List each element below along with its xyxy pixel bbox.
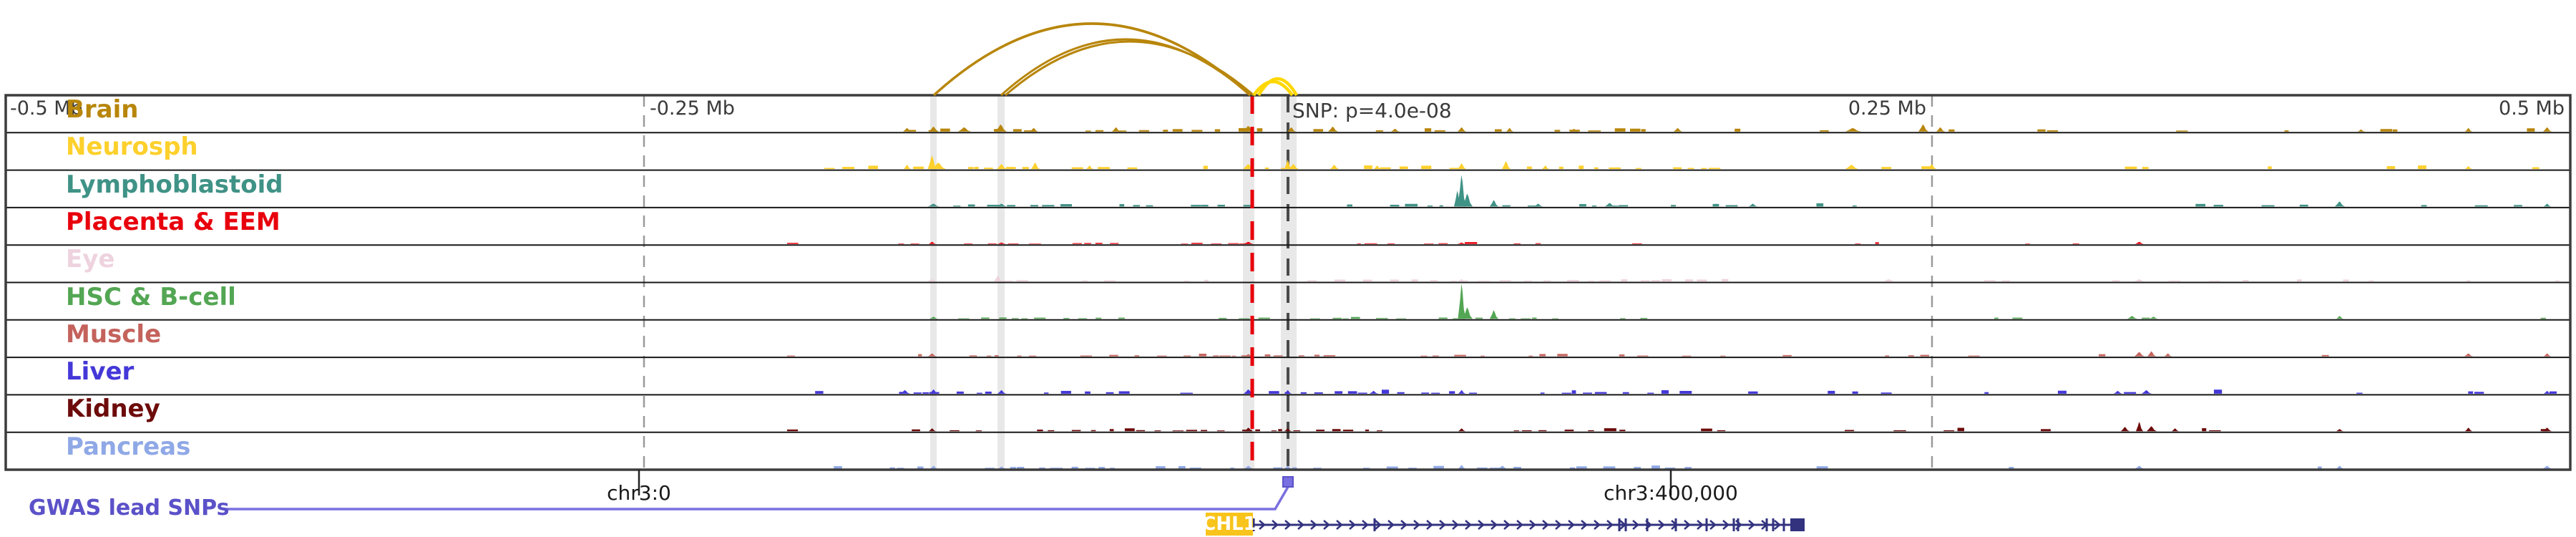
track-label-pancreas: Pancreas [66,432,191,461]
gene-strand-arrow [1426,520,1433,530]
track-label-placenta: Placenta & EEM [66,207,280,236]
gene-strand-arrow [1684,520,1691,530]
track-label-hsc-bcell: HSC & B-cell [66,282,236,311]
gene-strand-arrow [1529,520,1536,530]
axis-tick-label: 0.5 Mb [2499,97,2565,120]
gwas-connector-line [222,486,1289,511]
gene-strand-arrow [1465,520,1472,530]
ruler-label: chr3:400,000 [1604,481,1738,505]
gene-strand-arrow [1491,520,1498,530]
gene-strand-arrow [1478,520,1485,530]
gene-strand-arrow [1452,520,1459,530]
track-label-brain: Brain [66,95,139,124]
track-signal-liver [815,389,2557,394]
track-signal-brain [903,124,2552,132]
gwas-snp-marker [1282,476,1294,488]
gene-strand-arrow [1375,520,1382,530]
gene-strand-arrow [1632,520,1639,530]
track-label-kidney: Kidney [66,395,160,424]
track-label-lymphoblastoid: Lymphoblastoid [66,170,283,199]
gene-strand-arrow [1503,520,1511,530]
interaction-arc [1252,79,1294,97]
gene-strand-arrow [1516,520,1523,530]
snp-pvalue-label: SNP: p=4.0e-08 [1292,99,1452,122]
axis-tick-label: -0.25 Mb [650,97,735,120]
gene-strand-arrow [1284,520,1292,530]
axis-tick-label: -0.5 Mb [10,97,83,120]
axis-tick-label: 0.25 Mb [1848,97,1926,120]
ruler-label: chr3:0 [607,481,671,505]
gene-strand-arrow [1323,520,1330,530]
gene-strand-arrow [1400,520,1407,530]
track-signal-pancreas [834,465,2552,469]
gene-strand-arrow [1439,520,1446,530]
gene-track-chl1 [1252,518,1805,531]
track-signal-muscle [787,351,2551,357]
gene-strand-arrow [1349,520,1356,530]
track-signal-eye [927,276,2560,281]
gene-final-exon [1790,518,1805,531]
gene-strand-arrow [1697,520,1704,530]
gene-strand-arrow [1606,520,1614,530]
gene-strand-arrow [1722,520,1729,530]
gene-strand-arrow [1272,520,1279,530]
interaction-arc [1257,77,1298,97]
gene-strand-arrow [1748,520,1755,530]
gene-strand-arrow [1709,520,1717,530]
gene-strand-arrow [1542,520,1549,530]
gene-strand-arrow [1568,520,1575,530]
gene-strand-arrow [1336,520,1343,530]
track-label-liver: Liver [66,357,135,387]
gene-strand-arrow [1310,520,1317,530]
gene-strand-arrow [1581,520,1588,530]
gene-strand-arrow [1259,520,1266,530]
gene-strand-arrow [1774,520,1781,530]
gene-strand-arrow [1594,520,1601,530]
track-signal-lymphoblastoid [928,175,2551,207]
gene-label-chl1: CHL1 [1202,513,1257,536]
track-signal-hsc-bcell [930,284,2546,319]
gene-strand-arrow [1555,520,1562,530]
gene-strand-arrow [1413,520,1420,530]
gwas-lead-snps-label: GWAS lead SNPs [29,495,230,521]
track-label-neurosph: Neurosph [66,132,198,162]
gene-strand-arrow [1362,520,1369,530]
track-signal-placenta [787,241,2144,244]
panel-border [4,94,2572,471]
interaction-arc [1005,40,1254,97]
track-signal-kidney [787,422,2552,432]
gene-strand-arrow [1297,520,1304,530]
track-label-eye: Eye [66,245,115,274]
gene-strand-arrow [1658,520,1665,530]
track-signal-neurosph [824,155,2540,170]
track-label-muscle: Muscle [66,319,162,349]
gene-strand-arrow [1387,520,1395,530]
interaction-arc [1000,38,1252,97]
